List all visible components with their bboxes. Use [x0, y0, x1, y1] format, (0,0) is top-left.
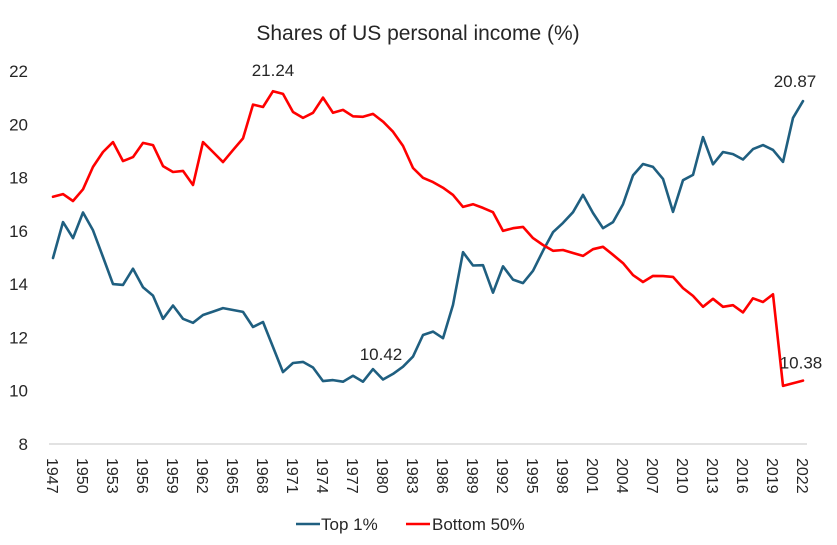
y-tick-label: 20 — [9, 115, 28, 134]
x-tick-label: 1998 — [553, 458, 570, 494]
y-tick-label: 16 — [9, 222, 28, 241]
legend-label-bottom-50: Bottom 50% — [432, 515, 525, 534]
x-tick-label: 1956 — [133, 458, 150, 494]
x-tick-label: 2013 — [703, 458, 720, 494]
x-tick-label: 1986 — [433, 458, 450, 494]
x-tick-label: 1992 — [493, 458, 510, 494]
y-tick-label: 10 — [9, 382, 28, 401]
x-tick-label: 2007 — [643, 458, 660, 494]
data-labels: 21.24 10.42 20.87 10.38 — [252, 61, 823, 373]
y-tick-label: 12 — [9, 328, 28, 347]
data-label: 10.38 — [780, 354, 823, 373]
x-tick-label: 2022 — [793, 458, 810, 494]
x-tick-label: 1971 — [283, 458, 300, 494]
data-label: 20.87 — [774, 72, 817, 91]
x-tick-label: 2019 — [763, 458, 780, 494]
series-line-top-1 — [51, 99, 805, 384]
x-tick-label: 2004 — [613, 458, 630, 494]
x-tick-label: 1989 — [463, 458, 480, 494]
x-axis: 1947 1950 1953 1956 1959 1962 1965 1968 1971 1974… — [43, 458, 810, 494]
x-tick-label: 2010 — [673, 458, 690, 494]
y-axis: 8 10 12 14 16 18 20 22 — [9, 62, 28, 454]
x-tick-label: 1980 — [373, 458, 390, 494]
x-tick-label: 1974 — [313, 458, 330, 494]
legend: Top 1% Bottom 50% — [296, 515, 525, 534]
x-tick-label: 1977 — [343, 458, 360, 494]
series-line-bottom-50 — [51, 89, 805, 388]
x-tick-label: 1983 — [403, 458, 420, 494]
series-layer — [51, 89, 805, 388]
x-tick-label: 2016 — [733, 458, 750, 494]
x-tick-label: 1962 — [193, 458, 210, 494]
x-tick-label: 2001 — [583, 458, 600, 494]
x-tick-label: 1950 — [73, 458, 90, 494]
chart-title: Shares of US personal income (%) — [256, 22, 579, 45]
data-label: 21.24 — [252, 61, 295, 80]
y-tick-label: 18 — [9, 169, 28, 188]
x-tick-label: 1953 — [103, 458, 120, 494]
y-tick-label: 14 — [9, 275, 28, 294]
y-tick-label: 22 — [9, 62, 28, 81]
y-tick-label: 8 — [19, 435, 28, 454]
data-label: 10.42 — [360, 345, 403, 364]
x-tick-label: 1965 — [223, 458, 240, 494]
x-tick-label: 1959 — [163, 458, 180, 494]
legend-label-top-1: Top 1% — [321, 515, 378, 534]
x-tick-label: 1968 — [253, 458, 270, 494]
x-tick-label: 1947 — [43, 458, 60, 494]
x-tick-label: 1995 — [523, 458, 540, 494]
